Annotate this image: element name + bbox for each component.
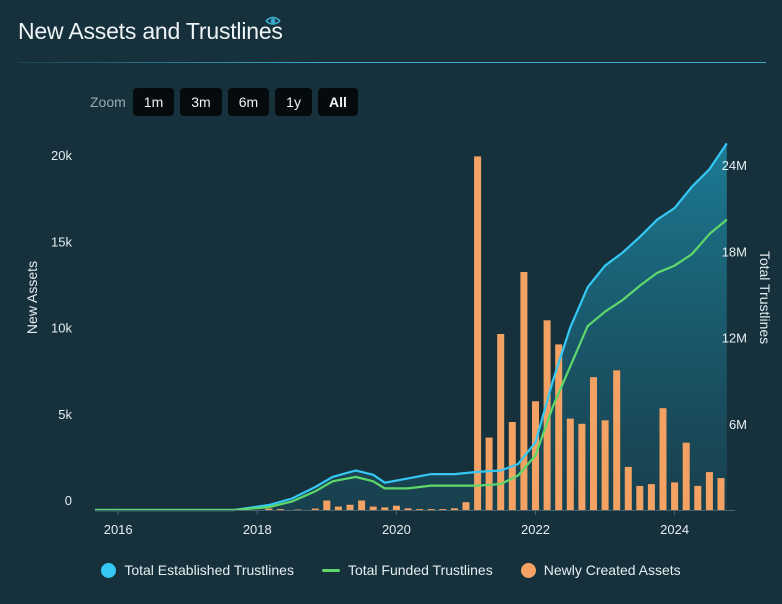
legend-swatch-funded [321, 568, 340, 572]
zoom-1m-button[interactable]: 1m [132, 88, 175, 116]
asset-bar[interactable] [404, 508, 412, 510]
asset-bar[interactable] [358, 500, 366, 511]
zoom-all-button[interactable]: All [317, 88, 358, 116]
asset-bar[interactable] [485, 437, 493, 510]
axes-layer: 2016 2018 2020 2022 2024 0 5k 10k 15k 20k 6M 12M 18M… [24, 148, 773, 537]
legend-label-funded: Total Funded Trustlines [347, 562, 493, 578]
asset-bar[interactable] [294, 509, 302, 511]
y-right-axis-title: Total Trustlines [757, 251, 773, 344]
asset-bar[interactable] [543, 320, 551, 511]
asset-bar[interactable] [566, 418, 574, 510]
y-left-tick-label: 15k [51, 234, 72, 249]
asset-bar[interactable] [520, 272, 528, 510]
asset-bar[interactable] [381, 507, 389, 510]
zoom-label: Zoom [90, 94, 126, 110]
asset-bar[interactable] [613, 370, 621, 510]
zoom-6m-button[interactable]: 6m [227, 88, 270, 116]
asset-bar[interactable] [694, 485, 702, 510]
y-right-tick-label: 24M [722, 158, 747, 173]
y-left-tick-label: 0 [65, 493, 72, 508]
asset-bar[interactable] [705, 472, 713, 510]
asset-bar[interactable] [682, 442, 690, 510]
established-line[interactable] [95, 142, 728, 512]
x-tick-label: 2018 [243, 522, 272, 537]
asset-bar[interactable] [369, 506, 377, 510]
asset-bar[interactable] [636, 485, 644, 510]
asset-bar[interactable] [311, 508, 319, 510]
asset-bar[interactable] [624, 466, 632, 510]
asset-bar[interactable] [474, 156, 482, 510]
asset-bar[interactable] [346, 504, 354, 510]
asset-bar[interactable] [265, 508, 273, 510]
asset-bar[interactable] [416, 509, 424, 510]
asset-bar[interactable] [427, 509, 435, 510]
established-area [95, 143, 727, 510]
y-right-tick-label: 6M [729, 417, 747, 432]
chart-legend: Total Established Trustlines Total Funde… [0, 558, 782, 582]
x-tick-label: 2016 [104, 522, 133, 537]
asset-bar[interactable] [450, 508, 458, 510]
legend-label-established: Total Established Trustlines [124, 562, 294, 578]
x-tick-label: 2020 [382, 522, 411, 537]
zoom-3m-button[interactable]: 3m [180, 88, 222, 116]
asset-bar[interactable] [578, 423, 586, 511]
legend-label-assets: Newly Created Assets [543, 562, 681, 578]
asset-bar[interactable] [555, 344, 563, 510]
title-divider [18, 62, 766, 63]
asset-bar[interactable] [671, 482, 679, 510]
asset-bar[interactable] [277, 509, 284, 510]
eye-icon[interactable] [264, 12, 282, 30]
x-tick-label: 2024 [660, 522, 689, 537]
asset-bar[interactable] [497, 334, 505, 510]
y-left-axis-title: New Assets [24, 261, 40, 334]
chart-title: New Assets and Trustlines [18, 18, 283, 44]
asset-bar[interactable] [601, 420, 609, 510]
asset-bar[interactable] [392, 505, 400, 510]
zoom-controls: Zoom 1m 3m 6m 1y All [90, 87, 364, 117]
asset-bar[interactable] [439, 509, 447, 510]
y-right-tick-label: 12M [722, 331, 747, 346]
y-left-tick-label: 10k [51, 321, 72, 336]
asset-bar[interactable] [659, 408, 667, 510]
trustline-lines-layer [95, 142, 728, 512]
asset-bar[interactable] [334, 506, 342, 510]
asset-bar[interactable] [323, 500, 331, 511]
x-tick-label: 2022 [521, 522, 550, 537]
y-right-tick-label: 18M [722, 244, 747, 259]
zoom-1y-button[interactable]: 1y [275, 88, 312, 116]
funded-line[interactable] [95, 218, 728, 512]
legend-swatch-assets [520, 562, 536, 578]
asset-bar[interactable] [647, 484, 655, 510]
y-left-tick-label: 20k [51, 148, 72, 163]
asset-bar[interactable] [717, 478, 725, 510]
asset-bar[interactable] [462, 502, 470, 510]
legend-item-funded[interactable]: Total Funded Trustlines [321, 562, 493, 578]
asset-bar[interactable] [590, 377, 597, 510]
legend-swatch-established [101, 562, 117, 578]
established-area-layer [95, 143, 727, 510]
legend-item-established[interactable]: Total Established Trustlines [101, 562, 294, 578]
legend-item-assets[interactable]: Newly Created Assets [520, 562, 681, 578]
y-left-tick-label: 5k [58, 407, 72, 422]
